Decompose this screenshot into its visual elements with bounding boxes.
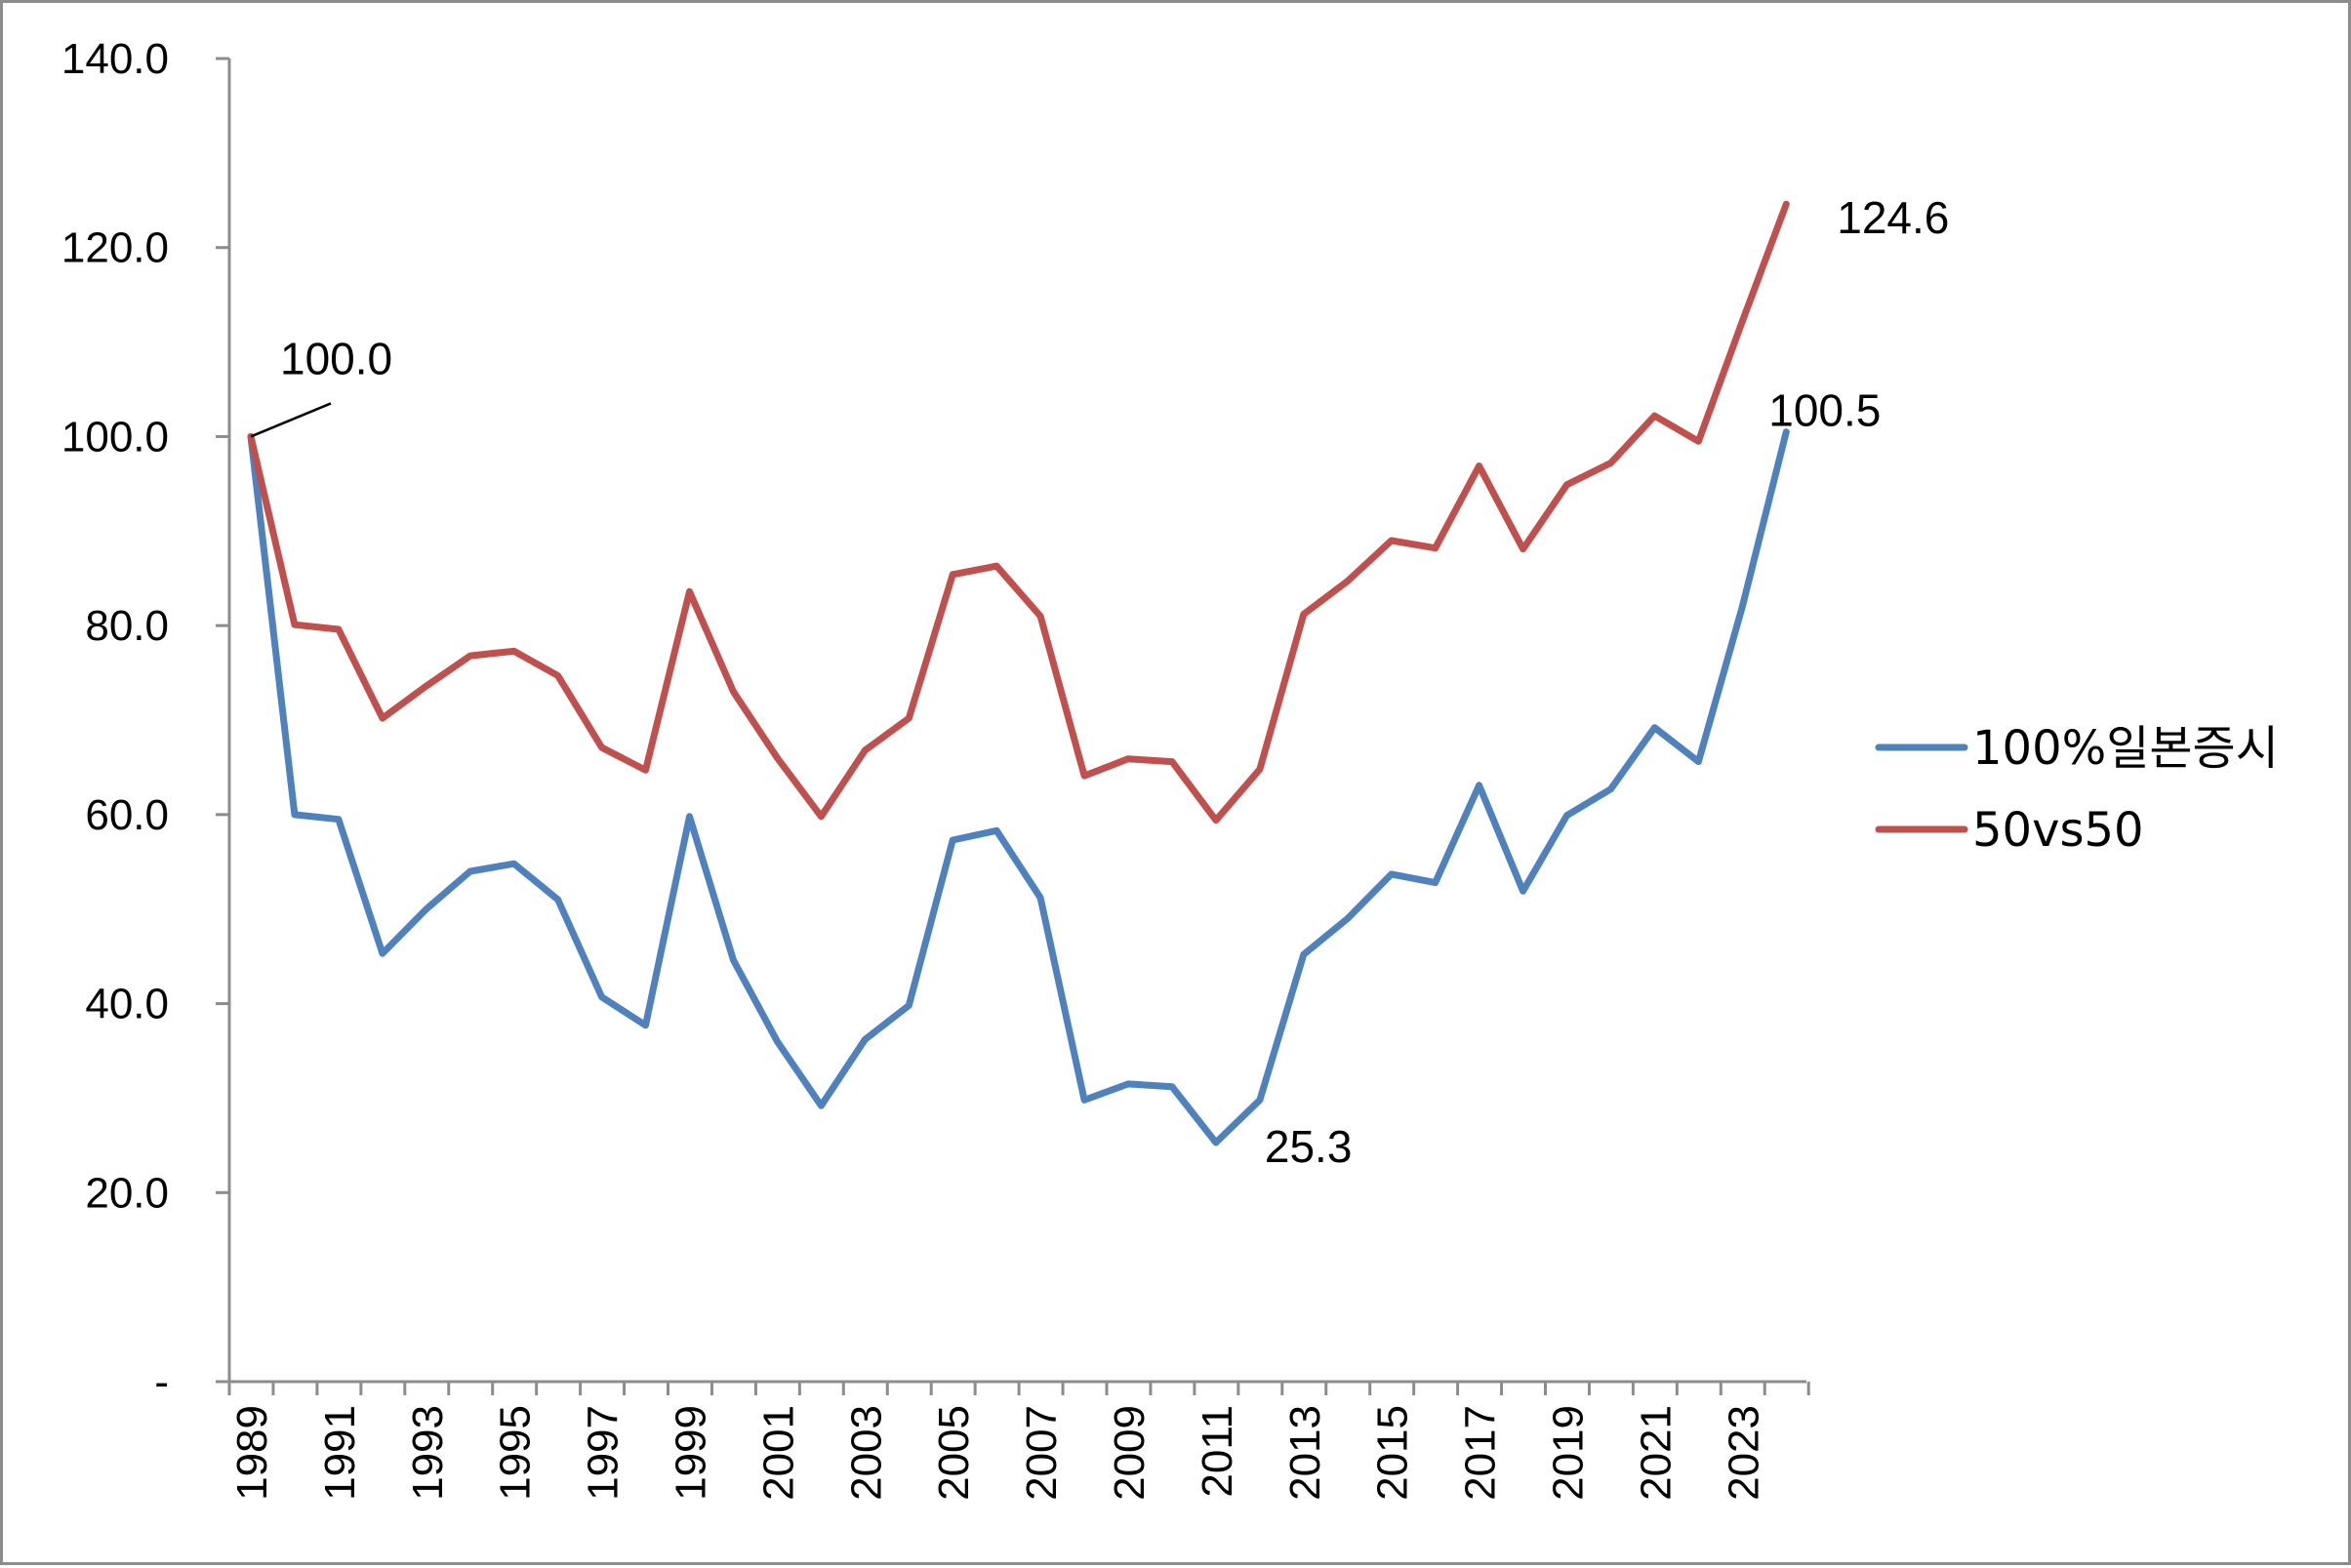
y-axis: - 20.0 40.0 60.0 80.0 100.0 120.0 140.0 [61, 35, 231, 1406]
x-tick-label: 2009 [1106, 1405, 1154, 1501]
data-label: 124.6 [1837, 192, 1949, 243]
data-label: 25.3 [1265, 1121, 1353, 1172]
x-tick-label: 2023 [1720, 1405, 1767, 1501]
y-tick-label: 20.0 [85, 1169, 169, 1217]
x-tick-label: 1993 [404, 1405, 452, 1501]
y-tick-label: 120.0 [61, 224, 169, 272]
y-tick-label: - [154, 1358, 169, 1406]
x-tick-label: 2003 [842, 1405, 890, 1501]
y-tick-label: 100.0 [61, 413, 169, 461]
y-tick-label: 80.0 [85, 602, 169, 650]
y-tick-label: 60.0 [85, 791, 169, 839]
x-tick-label: 1995 [492, 1405, 540, 1501]
x-tick-label: 1991 [316, 1405, 364, 1501]
x-tick-label: 1997 [580, 1405, 628, 1501]
chart-canvas: - 20.0 40.0 60.0 80.0 100.0 120.0 140.0 1989 199… [61, 35, 2279, 1501]
legend-label-1: 100%일본증시 [1972, 721, 2279, 776]
data-label: 100.5 [1768, 385, 1881, 436]
x-axis: 1989 1991 1993 1995 1997 1999 2001 2003 2005 2007… [227, 1380, 1810, 1501]
data-labels: 100.0 124.6 100.5 25.3 [250, 192, 1949, 1172]
x-tick-label: 1989 [228, 1405, 276, 1501]
data-label: 100.0 [280, 333, 392, 383]
series-line-1 [247, 428, 1790, 1146]
x-tick-label: 2021 [1632, 1405, 1680, 1501]
y-tick-label: 40.0 [85, 981, 169, 1028]
x-tick-label: 2011 [1194, 1405, 1241, 1498]
x-tick-label: 2013 [1281, 1405, 1329, 1501]
x-tick-label: 2017 [1457, 1405, 1505, 1501]
series-line-2 [247, 200, 1790, 824]
data-label-leader-line [250, 402, 332, 438]
series-lines [247, 200, 1790, 1146]
x-tick-label: 1999 [668, 1405, 715, 1501]
x-tick-label: 2019 [1545, 1405, 1593, 1501]
x-tick-label: 2007 [1018, 1405, 1066, 1501]
x-tick-label: 2015 [1369, 1405, 1417, 1501]
x-tick-label: 2001 [754, 1405, 802, 1501]
legend-label-2: 50vs50 [1972, 803, 2144, 858]
y-tick-label: 140.0 [61, 35, 169, 83]
legend: 100%일본증시 50vs50 [1875, 721, 2279, 858]
x-tick-label: 2005 [930, 1405, 978, 1501]
